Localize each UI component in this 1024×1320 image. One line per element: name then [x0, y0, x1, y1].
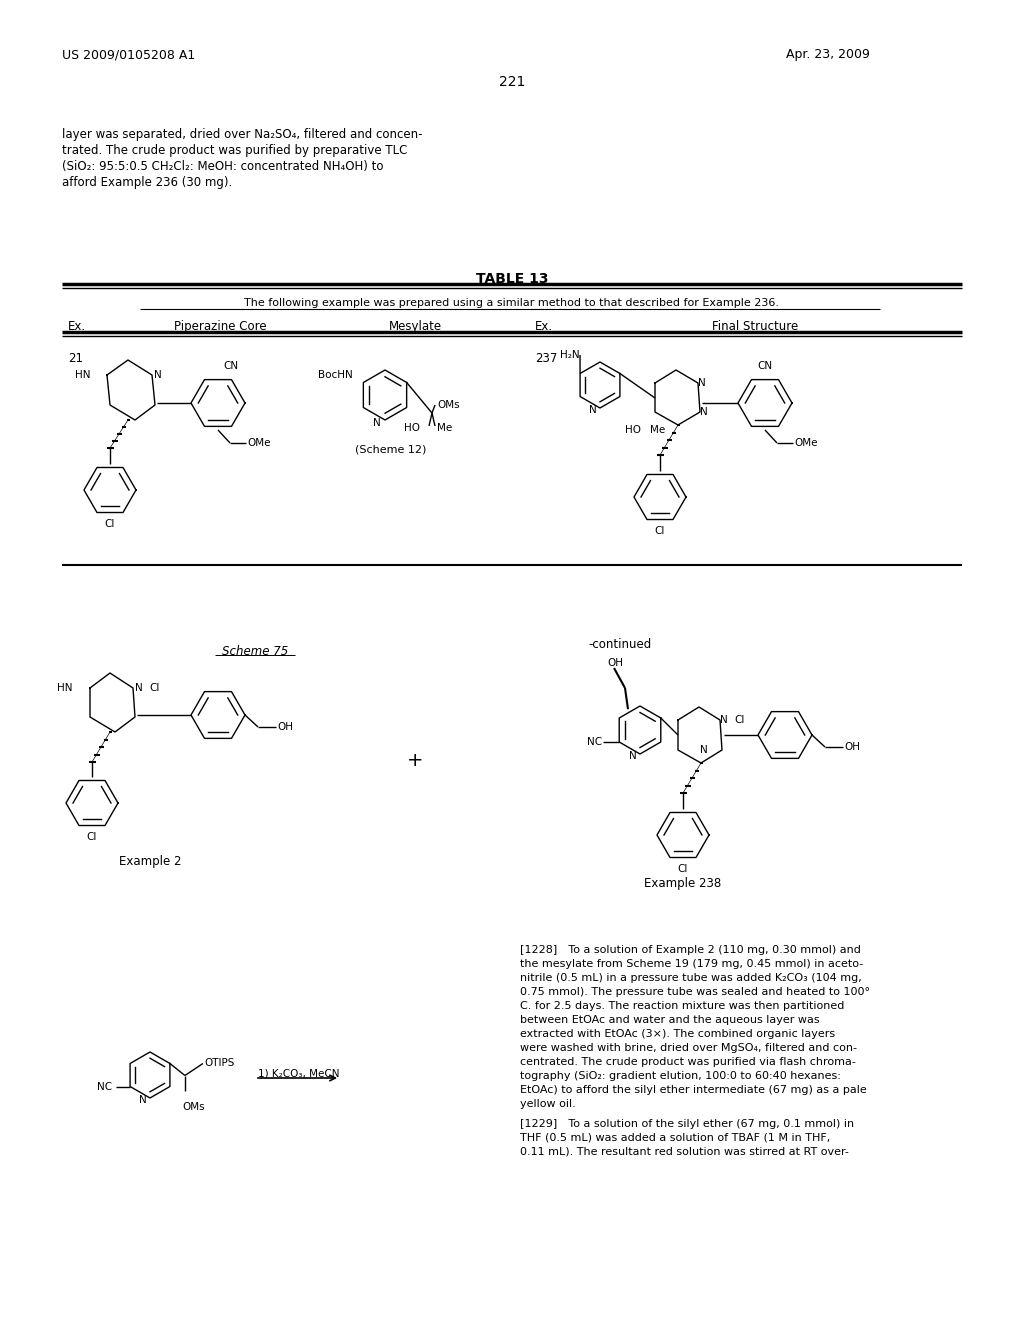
Text: [1229] To a solution of the silyl ether (67 mg, 0.1 mmol) in: [1229] To a solution of the silyl ether …: [520, 1119, 854, 1129]
Text: NC: NC: [587, 737, 602, 747]
Text: trated. The crude product was purified by preparative TLC: trated. The crude product was purified b…: [62, 144, 408, 157]
Text: (SiO₂: 95:5:0.5 CH₂Cl₂: MeOH: concentrated NH₄OH) to: (SiO₂: 95:5:0.5 CH₂Cl₂: MeOH: concentrat…: [62, 160, 384, 173]
Text: Piperazine Core: Piperazine Core: [174, 319, 266, 333]
Text: OMe: OMe: [794, 438, 817, 447]
Text: nitrile (0.5 mL) in a pressure tube was added K₂CO₃ (104 mg,: nitrile (0.5 mL) in a pressure tube was …: [520, 973, 862, 983]
Text: THF (0.5 mL) was added a solution of TBAF (1 M in THF,: THF (0.5 mL) was added a solution of TBA…: [520, 1133, 830, 1143]
Text: N: N: [589, 405, 597, 414]
Text: 1) K₂CO₃, MeCN: 1) K₂CO₃, MeCN: [258, 1068, 340, 1078]
Text: N: N: [374, 418, 381, 428]
Text: Ex.: Ex.: [535, 319, 553, 333]
Text: OTIPS: OTIPS: [204, 1059, 234, 1068]
Text: 221: 221: [499, 75, 525, 88]
Text: N: N: [135, 682, 142, 693]
Text: between EtOAc and water and the aqueous layer was: between EtOAc and water and the aqueous …: [520, 1015, 819, 1026]
Text: layer was separated, dried over Na₂SO₄, filtered and concen-: layer was separated, dried over Na₂SO₄, …: [62, 128, 423, 141]
Text: H₂N: H₂N: [560, 350, 580, 360]
Text: OH: OH: [844, 742, 860, 752]
Text: HN: HN: [56, 682, 72, 693]
Text: Ex.: Ex.: [68, 319, 86, 333]
Text: Mesylate: Mesylate: [388, 319, 441, 333]
Text: N: N: [139, 1096, 147, 1105]
Text: Me: Me: [437, 422, 453, 433]
Text: N: N: [700, 407, 708, 417]
Text: N: N: [720, 715, 728, 725]
Text: the mesylate from Scheme 19 (179 mg, 0.45 mmol) in aceto-: the mesylate from Scheme 19 (179 mg, 0.4…: [520, 960, 863, 969]
Text: Apr. 23, 2009: Apr. 23, 2009: [786, 48, 870, 61]
Text: Cl: Cl: [734, 715, 744, 725]
Text: +: +: [407, 751, 423, 770]
Text: The following example was prepared using a similar method to that described for : The following example was prepared using…: [245, 298, 779, 308]
Text: 237: 237: [535, 352, 557, 366]
Text: extracted with EtOAc (3×). The combined organic layers: extracted with EtOAc (3×). The combined …: [520, 1030, 836, 1039]
Text: Example 238: Example 238: [644, 876, 722, 890]
Text: (Scheme 12): (Scheme 12): [355, 445, 426, 455]
Text: OMs: OMs: [437, 400, 460, 411]
Text: Me: Me: [650, 425, 666, 436]
Text: CN: CN: [758, 360, 772, 371]
Text: HN: HN: [75, 370, 90, 380]
Text: -continued: -continued: [588, 638, 651, 651]
Text: TABLE 13: TABLE 13: [476, 272, 548, 286]
Text: Final Structure: Final Structure: [712, 319, 798, 333]
Text: EtOAc) to afford the silyl ether intermediate (67 mg) as a pale: EtOAc) to afford the silyl ether interme…: [520, 1085, 866, 1096]
Text: OH: OH: [278, 722, 293, 733]
Text: [1228] To a solution of Example 2 (110 mg, 0.30 mmol) and: [1228] To a solution of Example 2 (110 m…: [520, 945, 861, 954]
Text: BocHN: BocHN: [318, 370, 353, 380]
Text: were washed with brine, dried over MgSO₄, filtered and con-: were washed with brine, dried over MgSO₄…: [520, 1043, 857, 1053]
Text: 21: 21: [68, 352, 83, 366]
Text: US 2009/0105208 A1: US 2009/0105208 A1: [62, 48, 196, 61]
Text: Cl: Cl: [104, 519, 115, 529]
Text: N: N: [630, 751, 637, 762]
Text: OMs: OMs: [182, 1102, 205, 1113]
Text: Cl: Cl: [150, 682, 160, 693]
Text: Cl: Cl: [654, 525, 666, 536]
Text: 0.11 mL). The resultant red solution was stirred at RT over-: 0.11 mL). The resultant red solution was…: [520, 1147, 849, 1158]
Text: N: N: [154, 370, 162, 380]
Text: N: N: [700, 744, 708, 755]
Text: Cl: Cl: [87, 832, 97, 842]
Text: afford Example 236 (30 mg).: afford Example 236 (30 mg).: [62, 176, 232, 189]
Text: yellow oil.: yellow oil.: [520, 1100, 575, 1109]
Text: 0.75 mmol). The pressure tube was sealed and heated to 100°: 0.75 mmol). The pressure tube was sealed…: [520, 987, 870, 997]
Text: NC: NC: [97, 1081, 112, 1092]
Text: C. for 2.5 days. The reaction mixture was then partitioned: C. for 2.5 days. The reaction mixture wa…: [520, 1001, 845, 1011]
Text: Example 2: Example 2: [119, 855, 181, 869]
Text: Scheme 75: Scheme 75: [222, 645, 288, 657]
Text: OH: OH: [607, 657, 623, 668]
Text: OMe: OMe: [247, 438, 270, 447]
Text: Cl: Cl: [678, 865, 688, 874]
Text: CN: CN: [223, 360, 239, 371]
Text: HO: HO: [404, 422, 420, 433]
Text: HO: HO: [625, 425, 641, 436]
Text: centrated. The crude product was purified via flash chroma-: centrated. The crude product was purifie…: [520, 1057, 856, 1067]
Text: tography (SiO₂: gradient elution, 100:0 to 60:40 hexanes:: tography (SiO₂: gradient elution, 100:0 …: [520, 1071, 841, 1081]
Text: N: N: [698, 378, 706, 388]
